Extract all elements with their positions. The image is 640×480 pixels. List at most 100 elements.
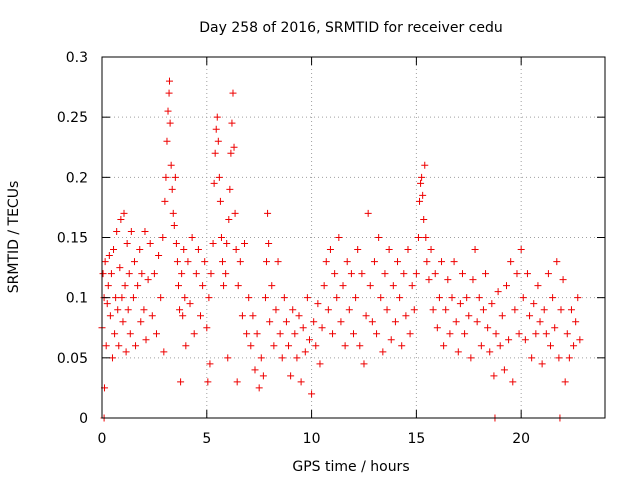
data-point [251, 366, 259, 374]
chart-title: Day 258 of 2016, SRMTID for receiver ced… [199, 20, 502, 36]
data-point [331, 270, 339, 278]
data-point [400, 270, 408, 278]
data-point [272, 306, 280, 314]
data-point [410, 306, 418, 314]
data-point [214, 137, 222, 145]
data-point [341, 342, 349, 350]
y-tick-labels: 0 0.05 0.1 0.15 0.2 0.25 0.3 [57, 50, 88, 427]
data-point [137, 318, 145, 326]
data-point [463, 294, 471, 302]
data-point [406, 330, 414, 338]
data-point [197, 312, 205, 320]
data-point [204, 378, 212, 386]
data-point [114, 306, 122, 314]
data-point [528, 354, 536, 362]
data-point [111, 330, 119, 338]
x-tick-label: 5 [202, 431, 211, 447]
y-tick-label: 0.1 [66, 291, 88, 307]
data-point [570, 342, 578, 350]
data-point [238, 312, 246, 320]
data-point [444, 276, 452, 284]
data-point [207, 270, 215, 278]
x-tick-labels: 0 5 10 15 20 [98, 431, 531, 447]
data-point [253, 330, 261, 338]
data-point [162, 173, 170, 181]
data-point [450, 258, 458, 266]
y-tick-label: 0.05 [57, 351, 88, 367]
data-point [542, 330, 550, 338]
data-point [219, 258, 227, 266]
data-point [389, 282, 397, 290]
data-point [231, 209, 239, 217]
data-point [383, 306, 391, 314]
data-point [265, 240, 273, 248]
data-point [555, 354, 563, 362]
data-point [433, 324, 441, 332]
data-point [223, 240, 231, 248]
data-point [448, 294, 456, 302]
data-point [116, 264, 124, 272]
data-point [224, 354, 232, 362]
data-point [335, 234, 343, 241]
data-point [160, 348, 168, 356]
data-point [551, 324, 559, 332]
data-point [544, 270, 552, 278]
data-point [184, 258, 192, 266]
data-point [229, 89, 237, 97]
data-point [268, 282, 276, 290]
data-point [209, 240, 217, 248]
data-point [299, 324, 307, 332]
data-point [295, 312, 303, 320]
data-point [255, 384, 263, 392]
data-point [169, 209, 177, 217]
data-point [417, 179, 425, 187]
data-point [129, 294, 137, 302]
data-point [373, 330, 381, 338]
data-point [171, 173, 179, 181]
data-point [484, 324, 492, 332]
data-point [274, 258, 282, 266]
data-point [264, 209, 272, 217]
data-point [308, 390, 316, 398]
data-point [427, 246, 435, 254]
data-point [553, 258, 561, 266]
data-point [404, 246, 412, 254]
data-point [368, 318, 376, 326]
data-point [213, 113, 221, 121]
data-point [435, 294, 443, 302]
data-point [347, 270, 355, 278]
data-point [142, 336, 150, 344]
data-point [513, 270, 521, 278]
data-point [318, 324, 326, 332]
data-point [179, 312, 187, 320]
data-point [377, 294, 385, 302]
data-point [138, 270, 146, 278]
data-point [112, 294, 120, 302]
data-point [440, 342, 448, 350]
data-point [423, 258, 431, 266]
data-point [101, 258, 109, 266]
data-point [534, 282, 542, 290]
data-point [282, 318, 290, 326]
data-point [126, 330, 134, 338]
data-point [467, 354, 475, 362]
data-point [161, 197, 169, 205]
data-point [431, 270, 439, 278]
data-point [249, 312, 257, 320]
data-point [391, 318, 399, 326]
data-points [98, 77, 584, 422]
data-point [320, 282, 328, 290]
data-point [257, 354, 265, 362]
data-point [103, 300, 111, 308]
data-point [113, 227, 121, 235]
data-point [177, 378, 185, 386]
data-point [192, 270, 200, 278]
data-point [222, 270, 230, 278]
data-point [102, 342, 110, 350]
data-point [420, 215, 428, 223]
data-point [134, 282, 142, 290]
data-point [507, 258, 515, 266]
grid [102, 57, 605, 418]
data-point [561, 378, 569, 386]
data-point [99, 270, 107, 278]
